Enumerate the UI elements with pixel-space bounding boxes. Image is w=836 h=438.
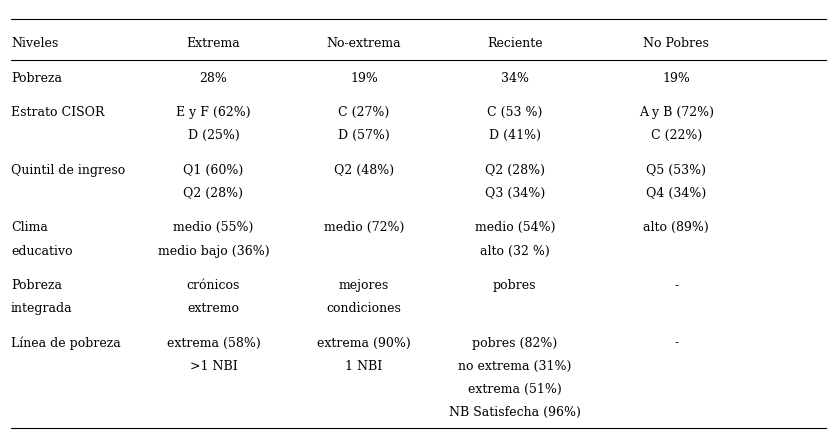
Text: E y F (62%): E y F (62%) [176,106,251,119]
Text: Pobreza: Pobreza [11,279,62,291]
Text: medio (55%): medio (55%) [173,221,253,234]
Text: alto (89%): alto (89%) [643,221,708,234]
Text: crónicos: crónicos [186,279,240,291]
Text: medio (54%): medio (54%) [474,221,554,234]
Text: extrema (58%): extrema (58%) [166,336,260,349]
Text: C (27%): C (27%) [338,106,390,119]
Text: pobres (82%): pobres (82%) [472,336,557,349]
Text: Línea de pobreza: Línea de pobreza [11,336,120,349]
Text: Pobreza: Pobreza [11,72,62,85]
Text: condiciones: condiciones [326,301,401,314]
Text: Q2 (48%): Q2 (48%) [334,163,394,177]
Text: 19%: 19% [349,72,378,85]
Text: Reciente: Reciente [487,37,542,50]
Text: medio bajo (36%): medio bajo (36%) [157,244,269,257]
Text: -: - [674,336,677,349]
Text: No-extrema: No-extrema [326,37,401,50]
Text: pobres: pobres [492,279,536,291]
Text: >1 NBI: >1 NBI [189,359,237,372]
Text: Q2 (28%): Q2 (28%) [183,187,243,200]
Text: A y B (72%): A y B (72%) [638,106,713,119]
Text: Q4 (34%): Q4 (34%) [645,187,706,200]
Text: Niveles: Niveles [11,37,58,50]
Text: Quintil de ingreso: Quintil de ingreso [11,163,125,177]
Text: extrema (90%): extrema (90%) [317,336,410,349]
Text: Estrato CISOR: Estrato CISOR [11,106,104,119]
Text: 1 NBI: 1 NBI [345,359,382,372]
Text: Q5 (53%): Q5 (53%) [645,163,706,177]
Text: NB Satisfecha (96%): NB Satisfecha (96%) [448,405,580,418]
Text: Q2 (28%): Q2 (28%) [484,163,544,177]
Text: D (25%): D (25%) [187,129,239,142]
Text: alto (32 %): alto (32 %) [479,244,549,257]
Text: D (41%): D (41%) [488,129,540,142]
Text: extrema (51%): extrema (51%) [467,382,561,395]
Text: -: - [674,279,677,291]
Text: 28%: 28% [199,72,227,85]
Text: 34%: 34% [500,72,528,85]
Text: Extrema: Extrema [186,37,240,50]
Text: Q3 (34%): Q3 (34%) [484,187,544,200]
Text: no extrema (31%): no extrema (31%) [457,359,571,372]
Text: D (57%): D (57%) [338,129,390,142]
Text: medio (72%): medio (72%) [324,221,404,234]
Text: educativo: educativo [11,244,73,257]
Text: No Pobres: No Pobres [643,37,708,50]
Text: extremo: extremo [187,301,239,314]
Text: C (22%): C (22%) [650,129,701,142]
Text: mejores: mejores [339,279,389,291]
Text: integrada: integrada [11,301,73,314]
Text: Clima: Clima [11,221,48,234]
Text: C (53 %): C (53 %) [487,106,542,119]
Text: 19%: 19% [661,72,690,85]
Text: Q1 (60%): Q1 (60%) [183,163,243,177]
